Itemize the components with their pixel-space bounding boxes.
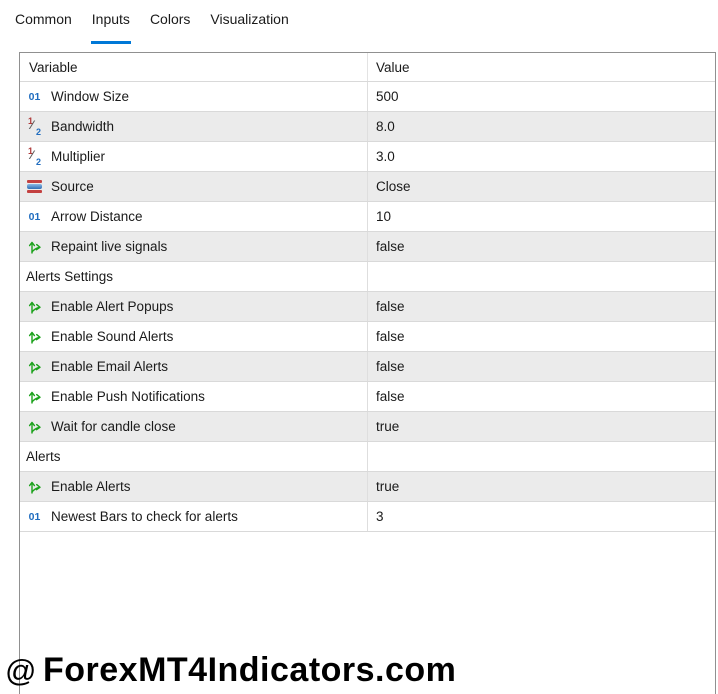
table-row[interactable]: Alerts Settings [20,262,715,292]
row-label: Newest Bars to check for alerts [51,509,238,524]
table-row[interactable]: Alerts [20,442,715,472]
watermark-at-symbol: @ [5,653,37,688]
row-label: Alerts [26,449,61,464]
bool-type-icon [26,478,43,495]
tab-visualization[interactable]: Visualization [210,11,289,27]
row-label: Bandwidth [51,119,115,134]
double-type-icon: 1 ⁄ 2 [28,116,41,137]
variable-cell: Wait for candle close [20,412,368,441]
table-row[interactable]: Enable Alert Popups false [20,292,715,322]
row-label: Repaint live signals [51,239,168,254]
row-label: Window Size [51,89,130,104]
int-type-icon: 01 [28,510,41,523]
row-value[interactable] [368,262,715,291]
tab-colors[interactable]: Colors [149,11,191,27]
row-value[interactable]: 8.0 [376,119,395,134]
bool-type-icon [26,418,43,435]
table-row[interactable]: Source Close [20,172,715,202]
column-header-value: Value [376,59,410,75]
variable-cell: 1 ⁄ 2 Multiplier [20,142,368,171]
variable-cell: Enable Alerts [20,472,368,501]
variable-cell: Source [20,172,368,201]
row-label: Enable Alerts [51,479,131,494]
int-type-icon: 01 [28,210,41,223]
double-type-icon: 1 ⁄ 2 [28,146,41,167]
variable-cell: Enable Push Notifications [20,382,368,411]
watermark: @ ForexMT4Indicators.com [5,651,456,690]
row-label: Multiplier [51,149,106,164]
row-value[interactable]: false [376,389,405,404]
bool-type-icon [26,328,43,345]
variable-cell: Enable Email Alerts [20,352,368,381]
row-value[interactable]: false [376,329,405,344]
table-row[interactable]: 01 Window Size 500 [20,82,715,112]
variable-cell: 01 Arrow Distance [20,202,368,231]
tab-common[interactable]: Common [15,11,72,27]
bool-type-icon [26,298,43,315]
row-value[interactable]: 500 [376,89,399,104]
column-header-variable: Variable [20,53,368,81]
table-row[interactable]: Enable Email Alerts false [20,352,715,382]
table-row[interactable]: 1 ⁄ 2 Multiplier 3.0 [20,142,715,172]
table-row[interactable]: Enable Alerts true [20,472,715,502]
variable-cell: 01 Window Size [20,82,368,111]
tab-inputs[interactable]: Inputs [90,9,131,44]
enum-type-icon [26,178,43,195]
row-value[interactable] [368,442,715,471]
int-type-icon: 01 [28,90,41,103]
row-label: Source [51,179,94,194]
row-value[interactable]: false [376,239,405,254]
table-header: Variable Value [20,53,715,82]
tab-bar: Common Inputs Colors Visualization [0,0,718,44]
inputs-table: Variable Value 01 Window Size 500 1 ⁄ 2 Ba… [19,52,716,694]
table-row[interactable]: Repaint live signals false [20,232,715,262]
watermark-text: ForexMT4Indicators.com [42,651,457,689]
row-value[interactable]: 3 [376,509,384,524]
row-label: Enable Email Alerts [51,359,169,374]
variable-cell: 1 ⁄ 2 Bandwidth [20,112,368,141]
row-label: Enable Sound Alerts [51,329,174,344]
variable-cell: 01 Newest Bars to check for alerts [20,502,368,531]
row-value[interactable]: false [376,299,405,314]
row-label: Enable Alert Popups [51,299,174,314]
bool-type-icon [26,388,43,405]
table-row[interactable]: 01 Newest Bars to check for alerts 3 [20,502,715,532]
table-row[interactable]: Enable Push Notifications false [20,382,715,412]
row-label: Enable Push Notifications [51,389,205,404]
row-value[interactable]: 3.0 [376,149,395,164]
row-label: Arrow Distance [51,209,143,224]
table-row[interactable]: 01 Arrow Distance 10 [20,202,715,232]
bool-type-icon [26,358,43,375]
row-value[interactable]: true [376,479,400,494]
variable-cell: Alerts [20,442,368,471]
variable-cell: Alerts Settings [20,262,368,291]
table-row[interactable]: Wait for candle close true [20,412,715,442]
row-value[interactable]: Close [376,179,411,194]
row-label: Alerts Settings [26,269,114,284]
table-row[interactable]: 1 ⁄ 2 Bandwidth 8.0 [20,112,715,142]
row-value[interactable]: 10 [376,209,392,224]
bool-type-icon [26,238,43,255]
variable-cell: Enable Alert Popups [20,292,368,321]
row-value[interactable]: false [376,359,405,374]
variable-cell: Enable Sound Alerts [20,322,368,351]
variable-cell: Repaint live signals [20,232,368,261]
table-body: 01 Window Size 500 1 ⁄ 2 Bandwidth 8.0 1 ⁄ 2… [20,82,715,532]
row-label: Wait for candle close [51,419,176,434]
table-row[interactable]: Enable Sound Alerts false [20,322,715,352]
row-value[interactable]: true [376,419,400,434]
